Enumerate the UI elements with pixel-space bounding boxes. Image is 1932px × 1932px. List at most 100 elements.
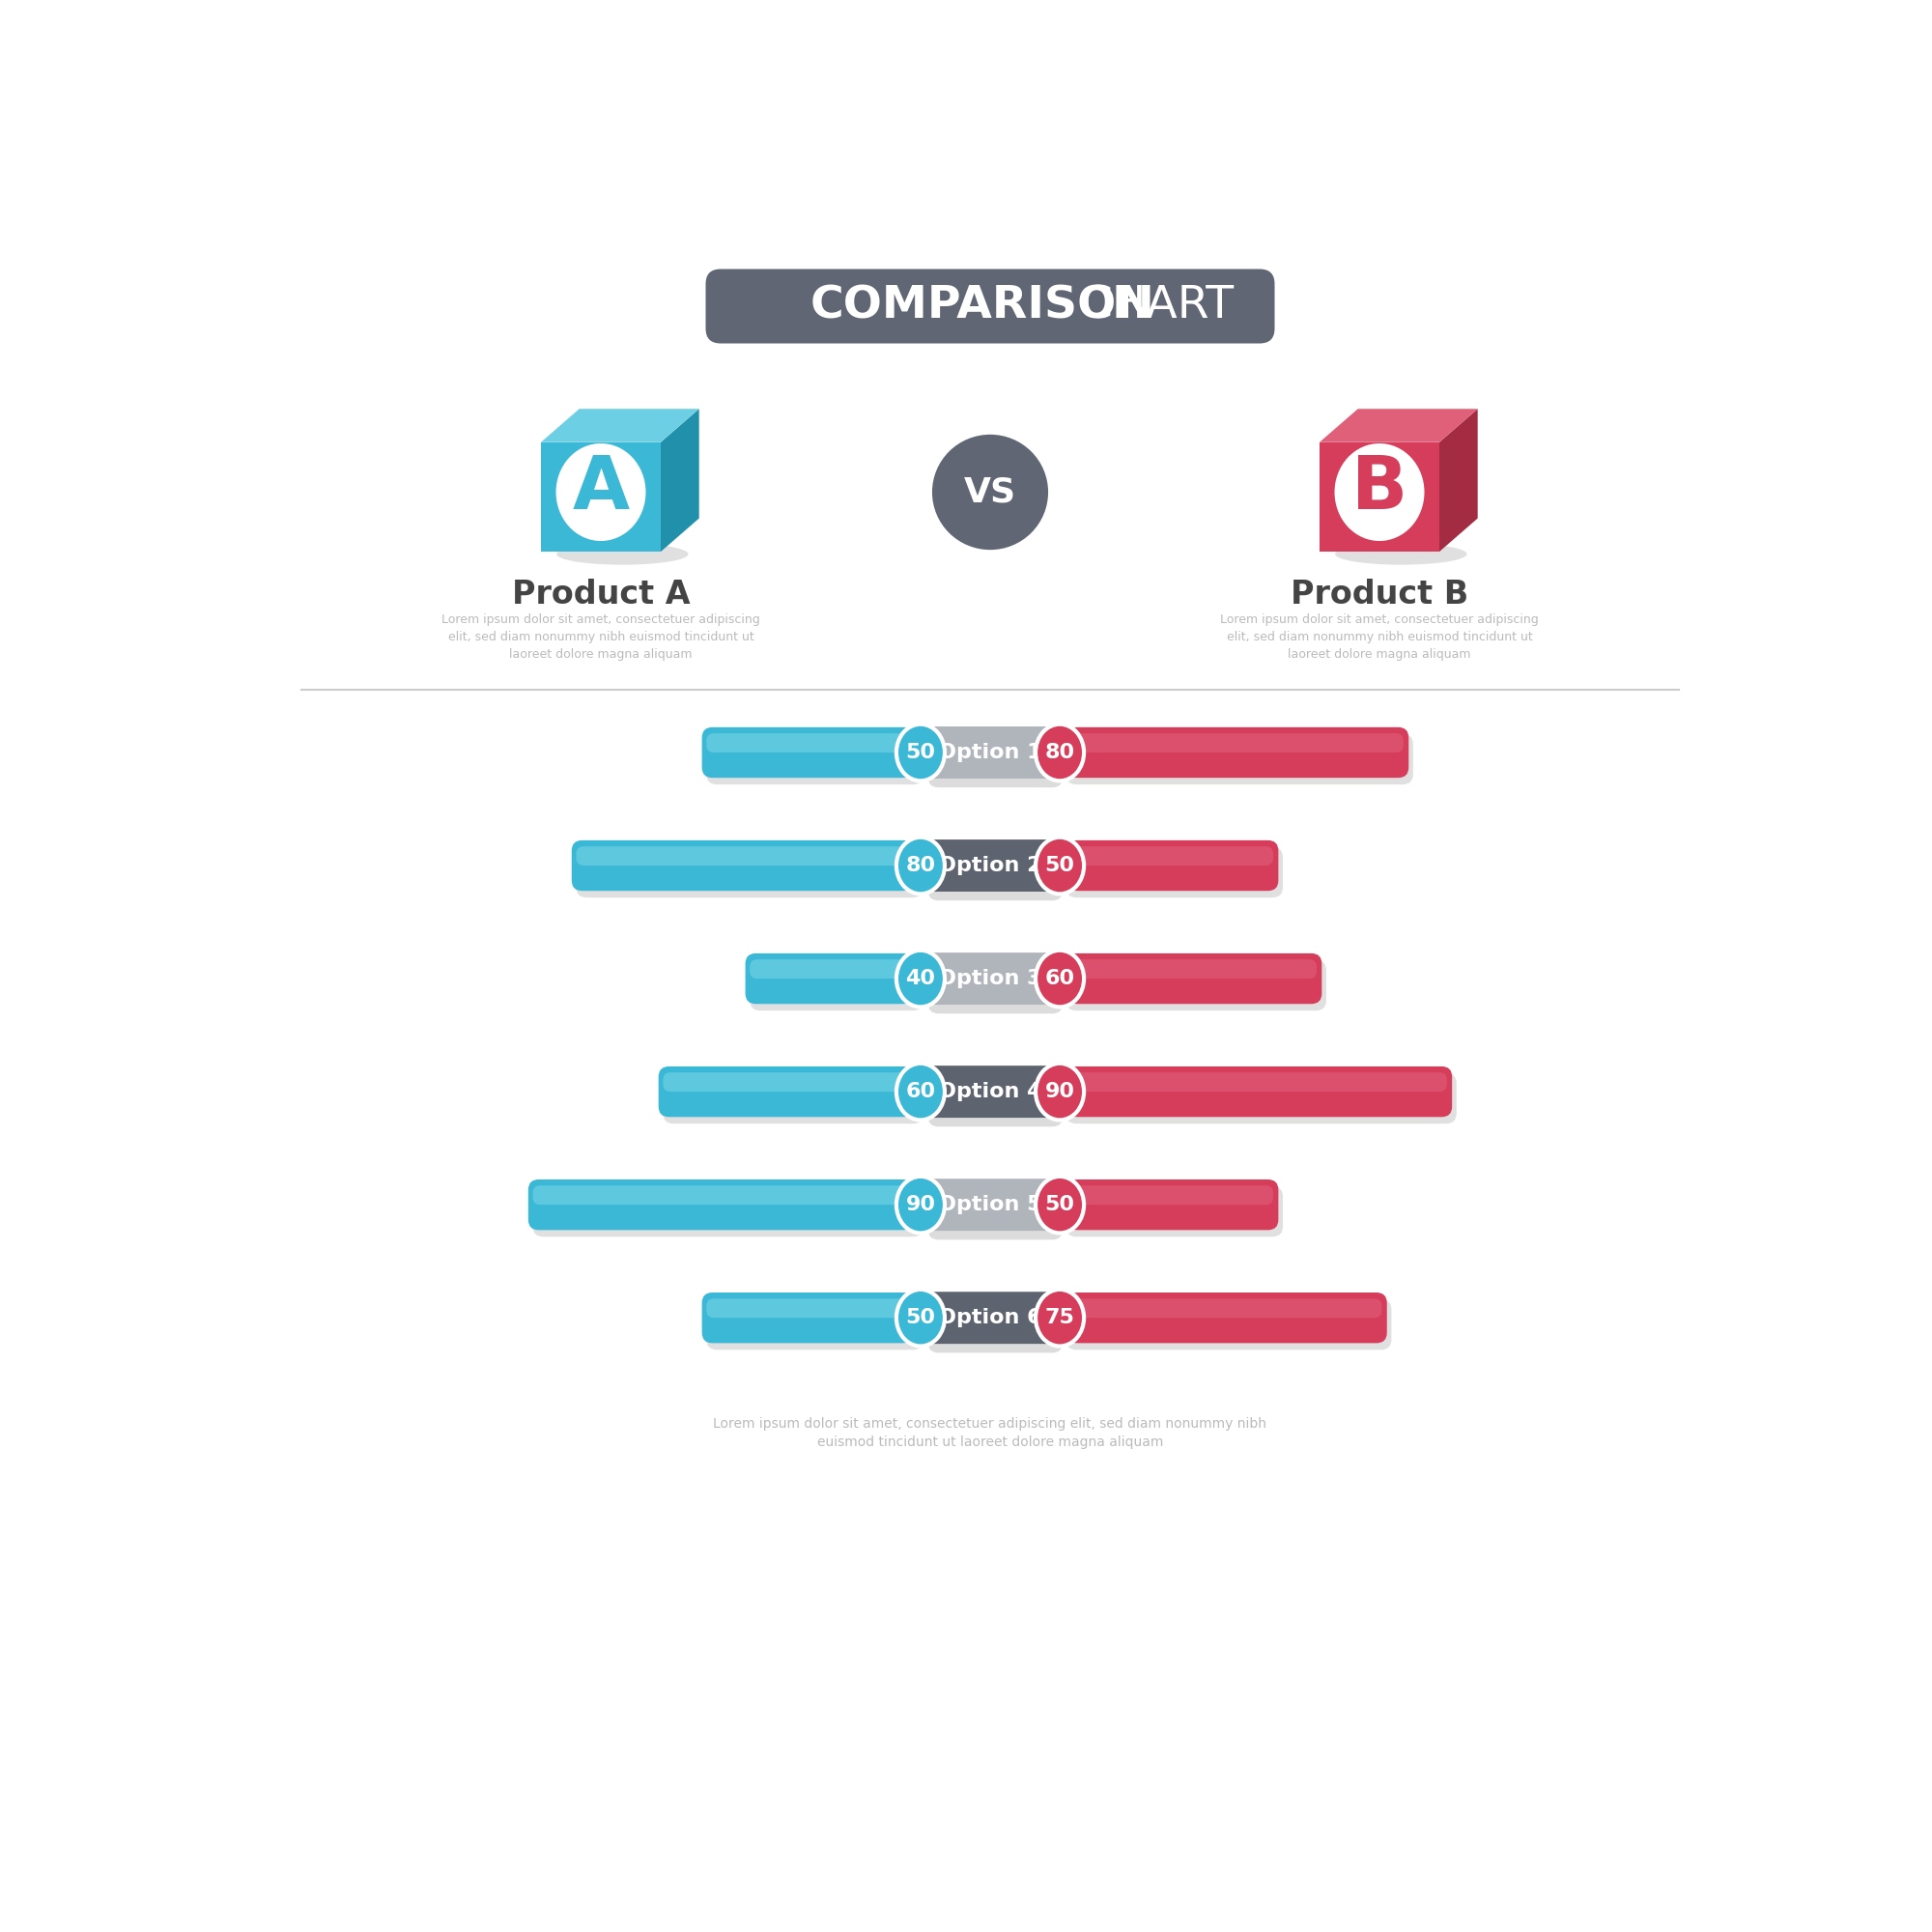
Ellipse shape [1036, 1289, 1084, 1347]
Polygon shape [541, 442, 661, 553]
FancyBboxPatch shape [1066, 846, 1283, 898]
Ellipse shape [896, 837, 945, 895]
Polygon shape [1439, 410, 1478, 553]
FancyBboxPatch shape [927, 1300, 1063, 1352]
FancyBboxPatch shape [1066, 1293, 1387, 1343]
Polygon shape [914, 1179, 927, 1231]
Ellipse shape [896, 1289, 945, 1347]
Text: B: B [1350, 452, 1408, 524]
Polygon shape [541, 410, 699, 442]
Polygon shape [914, 1293, 927, 1343]
Polygon shape [1320, 442, 1439, 553]
Text: Option 2: Option 2 [939, 856, 1041, 875]
FancyBboxPatch shape [923, 1066, 1057, 1119]
FancyBboxPatch shape [1074, 1298, 1381, 1318]
FancyBboxPatch shape [572, 840, 914, 891]
Ellipse shape [931, 435, 1049, 551]
FancyBboxPatch shape [659, 1066, 914, 1117]
Text: 80: 80 [1045, 742, 1074, 761]
FancyBboxPatch shape [927, 1074, 1063, 1126]
FancyBboxPatch shape [707, 1298, 923, 1350]
Ellipse shape [1335, 543, 1466, 564]
FancyBboxPatch shape [923, 840, 1057, 891]
FancyBboxPatch shape [707, 734, 923, 784]
Polygon shape [1053, 1179, 1066, 1231]
Text: Option 5: Option 5 [939, 1196, 1041, 1215]
Ellipse shape [1036, 837, 1084, 895]
FancyBboxPatch shape [927, 848, 1063, 900]
FancyBboxPatch shape [1066, 1072, 1457, 1124]
FancyBboxPatch shape [663, 1072, 923, 1124]
Polygon shape [1320, 410, 1478, 442]
Ellipse shape [1335, 442, 1424, 541]
Text: Option 4: Option 4 [939, 1082, 1041, 1101]
FancyBboxPatch shape [576, 846, 906, 866]
Text: 50: 50 [1045, 856, 1074, 875]
Text: 50: 50 [906, 742, 935, 761]
FancyBboxPatch shape [533, 1186, 923, 1236]
Ellipse shape [1036, 951, 1084, 1007]
FancyBboxPatch shape [923, 726, 1057, 779]
FancyBboxPatch shape [576, 846, 923, 898]
Polygon shape [914, 840, 927, 891]
Ellipse shape [896, 951, 945, 1007]
Polygon shape [914, 952, 927, 1005]
FancyBboxPatch shape [927, 962, 1063, 1014]
FancyBboxPatch shape [1074, 1072, 1447, 1092]
Ellipse shape [896, 1177, 945, 1233]
Polygon shape [1053, 726, 1066, 779]
FancyBboxPatch shape [1066, 1298, 1391, 1350]
FancyBboxPatch shape [927, 1188, 1063, 1240]
Text: VS: VS [964, 475, 1016, 508]
FancyBboxPatch shape [533, 1186, 906, 1206]
Polygon shape [1053, 840, 1066, 891]
FancyBboxPatch shape [527, 1179, 914, 1231]
Polygon shape [1053, 952, 1066, 1005]
FancyBboxPatch shape [750, 960, 923, 1010]
Text: A: A [572, 452, 630, 524]
Text: Lorem ipsum dolor sit amet, consectetuer adipiscing
elit, sed diam nonummy nibh : Lorem ipsum dolor sit amet, consectetuer… [1221, 614, 1538, 661]
FancyBboxPatch shape [1066, 960, 1325, 1010]
Ellipse shape [1036, 724, 1084, 781]
Polygon shape [914, 726, 927, 779]
Text: 90: 90 [906, 1196, 935, 1215]
FancyBboxPatch shape [1066, 840, 1279, 891]
FancyBboxPatch shape [701, 1293, 914, 1343]
FancyBboxPatch shape [923, 1179, 1057, 1231]
FancyBboxPatch shape [1074, 734, 1403, 752]
Text: Product A: Product A [512, 580, 690, 611]
Text: 75: 75 [1045, 1308, 1074, 1327]
FancyBboxPatch shape [927, 736, 1063, 788]
FancyBboxPatch shape [663, 1072, 906, 1092]
FancyBboxPatch shape [707, 1298, 906, 1318]
Polygon shape [661, 410, 699, 553]
FancyBboxPatch shape [923, 952, 1057, 1005]
Text: Lorem ipsum dolor sit amet, consectetuer adipiscing elit, sed diam nonummy nibh
: Lorem ipsum dolor sit amet, consectetuer… [713, 1416, 1267, 1449]
Text: 60: 60 [1045, 970, 1074, 989]
FancyBboxPatch shape [1074, 846, 1273, 866]
FancyBboxPatch shape [1074, 1186, 1273, 1206]
FancyBboxPatch shape [923, 1293, 1057, 1345]
FancyBboxPatch shape [701, 726, 914, 779]
Ellipse shape [896, 1063, 945, 1121]
Text: CHART: CHART [1080, 284, 1235, 328]
Ellipse shape [556, 543, 688, 564]
Text: Option 3: Option 3 [939, 970, 1041, 989]
FancyBboxPatch shape [707, 734, 906, 752]
FancyBboxPatch shape [1074, 960, 1316, 980]
FancyBboxPatch shape [1066, 1066, 1453, 1117]
Text: Option 6: Option 6 [939, 1308, 1041, 1327]
FancyBboxPatch shape [705, 269, 1275, 344]
Polygon shape [914, 1066, 927, 1117]
Text: 90: 90 [1045, 1082, 1074, 1101]
FancyBboxPatch shape [1066, 1179, 1279, 1231]
FancyBboxPatch shape [1066, 1186, 1283, 1236]
Ellipse shape [896, 724, 945, 781]
Text: 60: 60 [906, 1082, 935, 1101]
Text: COMPARISON: COMPARISON [811, 284, 1155, 328]
Ellipse shape [556, 442, 645, 541]
Text: Product B: Product B [1291, 580, 1468, 611]
FancyBboxPatch shape [746, 952, 914, 1005]
Text: 40: 40 [906, 970, 935, 989]
FancyBboxPatch shape [750, 960, 906, 980]
